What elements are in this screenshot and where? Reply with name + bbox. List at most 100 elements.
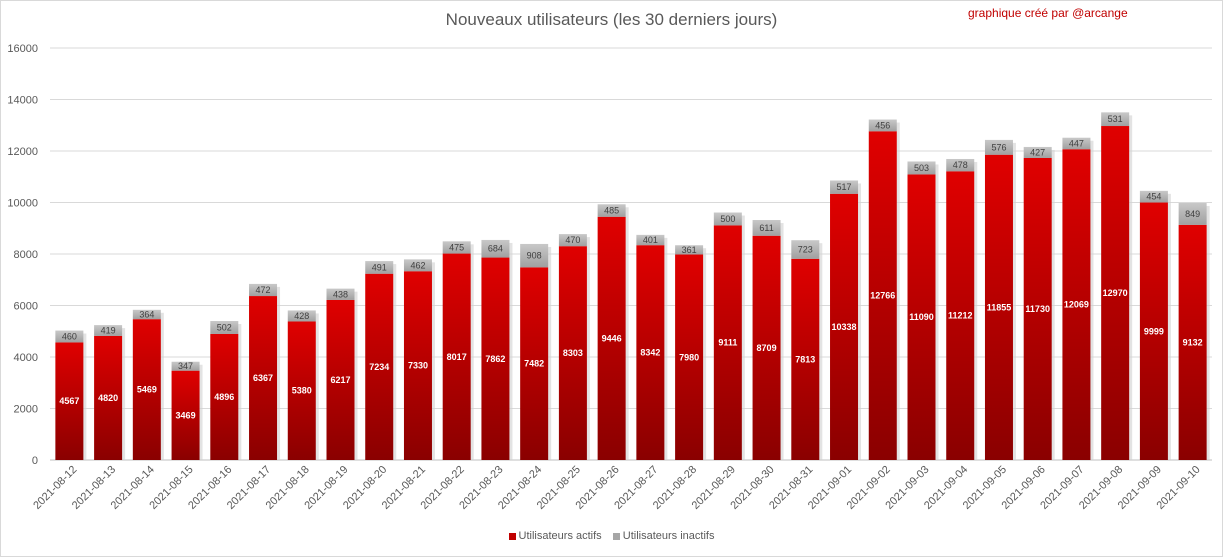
- y-tick-label: 16000: [7, 43, 38, 55]
- legend-swatch-inactifs: [612, 532, 620, 540]
- legend-label-inactifs: Utilisateurs inactifs: [622, 530, 715, 542]
- chart-title: Nouveaux utilisateurs (les 30 derniers j…: [445, 10, 778, 29]
- bar-inactifs: [55, 330, 84, 343]
- y-tick-label: 6000: [14, 301, 38, 313]
- bar-inactifs: [636, 234, 665, 246]
- bar-actifs: [520, 267, 549, 460]
- bar-inactifs: [403, 259, 432, 272]
- y-tick-label: 10000: [7, 198, 38, 210]
- bar-inactifs: [94, 325, 123, 336]
- data-label-inactifs: 470: [565, 235, 580, 245]
- bar-actifs: [752, 235, 781, 460]
- bar-actifs: [830, 193, 859, 460]
- data-label-actifs: 12069: [1064, 300, 1089, 310]
- bar-actifs: [984, 154, 1013, 460]
- bar-actifs: [132, 319, 161, 460]
- data-label-actifs: 8303: [563, 348, 583, 358]
- bar-actifs: [287, 321, 316, 460]
- bar-actifs: [481, 257, 510, 460]
- data-label-actifs: 4567: [59, 396, 79, 406]
- data-label-inactifs: 849: [1185, 209, 1200, 219]
- data-label-actifs: 7813: [795, 354, 815, 364]
- data-label-inactifs: 475: [449, 242, 464, 252]
- data-label-actifs: 11212: [948, 311, 973, 321]
- bar-inactifs: [481, 239, 510, 258]
- bar-inactifs: [1023, 146, 1052, 158]
- data-label-inactifs: 347: [178, 361, 193, 371]
- data-label-actifs: 12970: [1103, 288, 1128, 298]
- chart-credit: graphique créé par @arcange: [968, 6, 1128, 20]
- data-label-actifs: 4820: [98, 393, 118, 403]
- data-label-inactifs: 485: [604, 206, 619, 216]
- data-label-actifs: 7234: [369, 362, 389, 372]
- bar-inactifs: [287, 310, 316, 322]
- data-label-inactifs: 503: [914, 163, 929, 173]
- data-label-inactifs: 611: [759, 223, 773, 233]
- data-label-actifs: 4896: [214, 392, 234, 402]
- bar-inactifs: [558, 234, 587, 247]
- bar-actifs: [365, 273, 394, 460]
- data-label-actifs: 7862: [485, 354, 505, 364]
- data-label-inactifs: 576: [991, 142, 1006, 152]
- bar-actifs: [636, 245, 665, 460]
- data-label-inactifs: 447: [1069, 138, 1084, 148]
- legend-item-inactifs: Utilisateurs inactifs: [612, 530, 715, 542]
- data-label-actifs: 6217: [330, 375, 350, 385]
- data-label-actifs: 3469: [176, 410, 196, 420]
- bar-inactifs: [907, 161, 936, 175]
- bar-actifs: [713, 225, 742, 460]
- bar-inactifs: [249, 283, 278, 297]
- data-label-inactifs: 472: [256, 285, 271, 295]
- bar-actifs: [1062, 149, 1091, 460]
- bar-inactifs: [984, 139, 1013, 155]
- data-label-actifs: 9111: [718, 338, 737, 348]
- bar-inactifs: [1101, 112, 1130, 127]
- y-tick-label: 4000: [14, 352, 38, 364]
- bar-inactifs: [1062, 137, 1091, 150]
- bar-inactifs: [210, 321, 239, 334]
- bar-inactifs: [597, 204, 626, 217]
- bar-actifs: [210, 333, 239, 460]
- bar-actifs: [171, 370, 200, 460]
- bar-inactifs: [791, 240, 820, 259]
- bar-inactifs: [752, 220, 781, 236]
- data-label-actifs: 8342: [640, 348, 660, 358]
- bar-inactifs: [946, 158, 975, 172]
- legend-swatch-actifs: [508, 532, 516, 540]
- bar-inactifs: [713, 212, 742, 226]
- bar-actifs: [1023, 157, 1052, 460]
- bar-inactifs: [365, 261, 394, 274]
- bar-inactifs: [171, 361, 200, 371]
- data-label-inactifs: 908: [527, 251, 542, 261]
- data-label-actifs: 9999: [1144, 326, 1164, 336]
- bar-actifs: [249, 296, 278, 460]
- legend: Utilisateurs actifs Utilisateurs inactif…: [0, 530, 1223, 542]
- data-label-actifs: 11730: [1025, 304, 1050, 314]
- bar-actifs: [946, 171, 975, 460]
- y-tick-label: 8000: [14, 249, 38, 261]
- data-label-inactifs: 517: [837, 182, 852, 192]
- bar-actifs: [403, 271, 432, 460]
- bar-inactifs: [520, 243, 549, 268]
- data-label-inactifs: 454: [1146, 192, 1161, 202]
- data-label-actifs: 9446: [602, 333, 622, 343]
- data-label-actifs: 5469: [137, 385, 157, 395]
- bar-actifs: [675, 254, 704, 460]
- bar-inactifs: [326, 288, 355, 300]
- data-label-inactifs: 456: [875, 120, 890, 130]
- legend-item-actifs: Utilisateurs actifs: [508, 530, 602, 542]
- data-label-inactifs: 460: [62, 331, 77, 341]
- bar-inactifs: [442, 241, 471, 254]
- bar-actifs: [907, 174, 936, 460]
- data-label-actifs: 7482: [524, 359, 544, 369]
- data-label-inactifs: 478: [953, 160, 968, 170]
- data-label-actifs: 6367: [253, 373, 273, 383]
- bar-inactifs: [830, 180, 859, 194]
- data-label-inactifs: 428: [294, 311, 309, 321]
- data-label-inactifs: 531: [1108, 114, 1123, 124]
- data-label-actifs: 7980: [679, 352, 699, 362]
- data-label-actifs: 9132: [1183, 337, 1203, 347]
- bar-inactifs: [675, 245, 704, 255]
- data-label-inactifs: 438: [333, 289, 348, 299]
- bar-actifs: [791, 258, 820, 460]
